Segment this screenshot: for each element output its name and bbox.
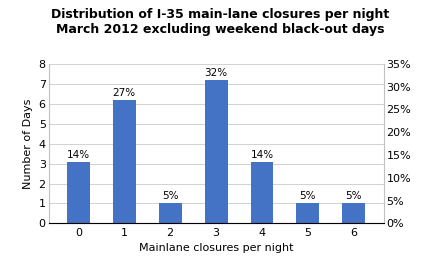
Bar — [205, 80, 228, 223]
Bar — [159, 203, 182, 223]
Bar — [113, 100, 136, 223]
X-axis label: Mainlane closures per night: Mainlane closures per night — [139, 243, 293, 253]
Text: 5%: 5% — [162, 192, 179, 202]
Text: 32%: 32% — [205, 68, 228, 78]
Text: 27%: 27% — [113, 88, 136, 98]
Bar — [296, 203, 319, 223]
Text: 5%: 5% — [300, 192, 316, 202]
Bar — [67, 162, 90, 223]
Text: Distribution of I-35 main-lane closures per night
March 2012 excluding weekend b: Distribution of I-35 main-lane closures … — [51, 8, 390, 36]
Y-axis label: Number of Days: Number of Days — [23, 98, 33, 189]
Text: 14%: 14% — [67, 149, 90, 160]
Text: 14%: 14% — [250, 149, 273, 160]
Bar — [342, 203, 365, 223]
Text: 5%: 5% — [346, 192, 362, 202]
Bar — [250, 162, 273, 223]
